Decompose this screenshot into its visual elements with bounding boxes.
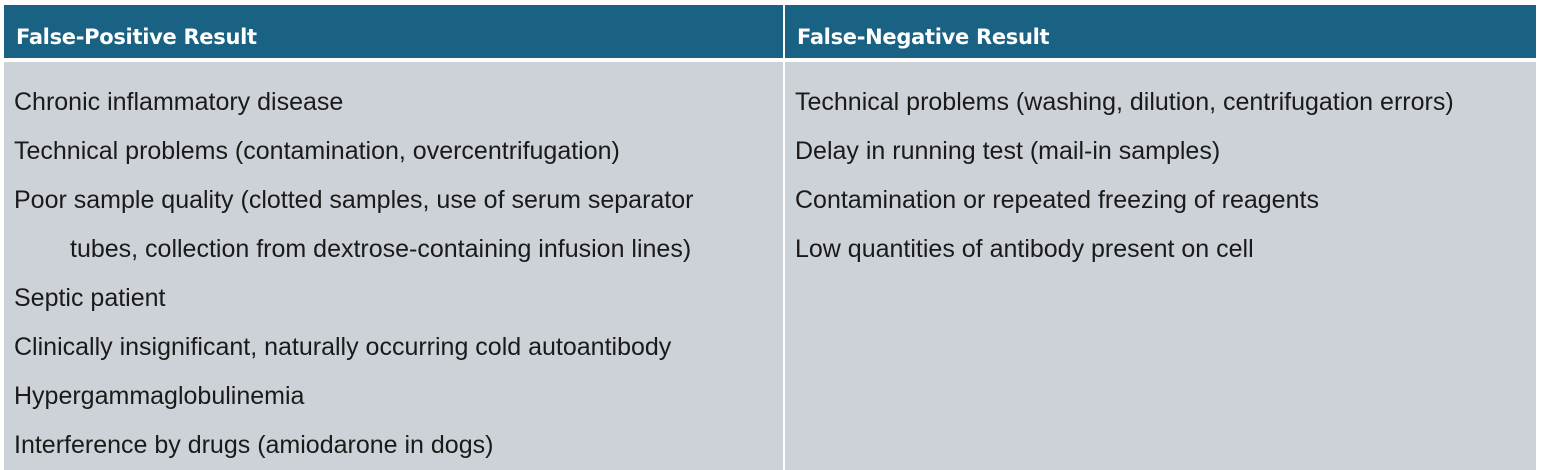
header-divider <box>4 58 783 62</box>
list-item: Interference by drugs (amiodarone in dog… <box>14 431 494 459</box>
false-positive-list: Chronic inflammatory disease Technical p… <box>4 62 783 470</box>
list-item: Contamination or repeated freezing of re… <box>795 186 1319 214</box>
false-negative-column: False-Negative Result Technical problems… <box>785 5 1536 470</box>
list-item: Septic patient <box>14 284 166 312</box>
list-item: Delay in running test (mail-in samples) <box>795 137 1221 165</box>
list-item: Poor sample quality (clotted samples, us… <box>14 186 694 214</box>
false-negative-list: Technical problems (washing, dilution, c… <box>785 62 1536 470</box>
list-item: Technical problems (washing, dilution, c… <box>795 88 1454 116</box>
header-divider <box>785 58 1536 62</box>
false-negative-header: False-Negative Result <box>785 5 1536 58</box>
list-item: Low quantities of antibody present on ce… <box>795 235 1254 263</box>
list-item-continuation: tubes, collection from dextrose-containi… <box>70 235 692 263</box>
list-item: Chronic inflammatory disease <box>14 88 344 116</box>
list-item: Hypergammaglobulinemia <box>14 382 305 410</box>
false-positive-header: False-Positive Result <box>4 5 783 58</box>
list-item: Technical problems (contamination, overc… <box>14 137 620 165</box>
results-table: False-Positive Result Chronic inflammato… <box>4 5 1536 470</box>
false-positive-column: False-Positive Result Chronic inflammato… <box>4 5 783 470</box>
list-item: Clinically insignificant, naturally occu… <box>14 333 672 361</box>
